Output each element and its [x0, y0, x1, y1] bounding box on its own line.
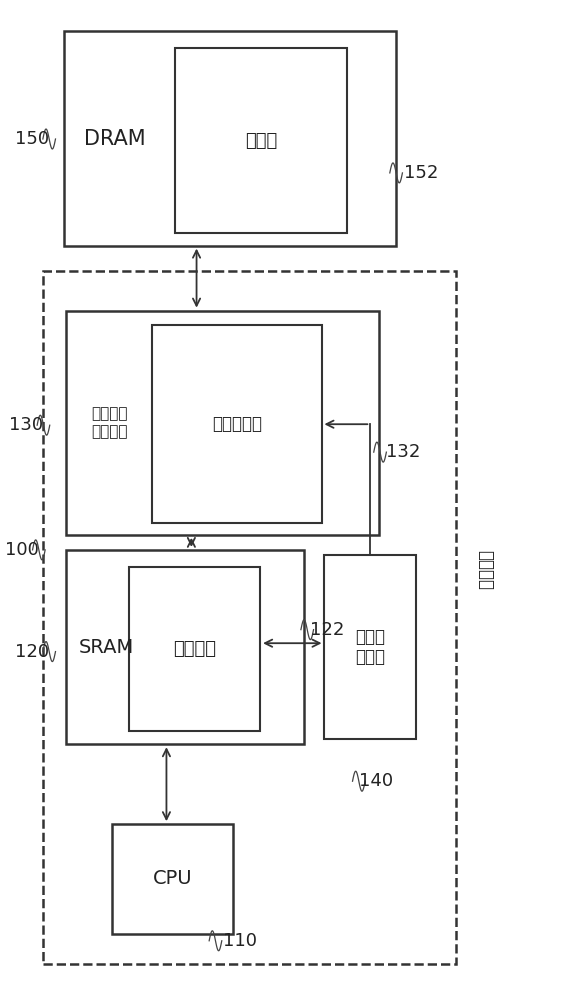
Text: 存储器
监视器: 存储器 监视器 [356, 628, 385, 666]
Bar [324, 555, 416, 739]
Text: 微控制器: 微控制器 [476, 550, 494, 590]
Text: 132: 132 [386, 443, 420, 461]
Text: 程序池: 程序池 [245, 132, 278, 150]
Bar [63, 31, 396, 246]
Text: CPU: CPU [153, 869, 192, 888]
Bar [112, 824, 232, 934]
Text: 120: 120 [15, 643, 49, 661]
Bar [44, 271, 456, 964]
Text: 110: 110 [223, 932, 257, 950]
Bar [130, 567, 260, 731]
Bar [175, 48, 347, 233]
Text: SRAM: SRAM [79, 638, 134, 657]
Text: 150: 150 [15, 130, 49, 148]
Bar [66, 550, 304, 744]
Bar [152, 325, 321, 523]
Text: 130: 130 [9, 416, 44, 434]
Text: 工作空间
管理单元: 工作空间 管理单元 [91, 407, 128, 439]
Text: 100: 100 [5, 541, 38, 559]
Text: 140: 140 [359, 772, 393, 790]
Text: DRAM: DRAM [84, 129, 146, 149]
Text: 122: 122 [310, 621, 345, 639]
Text: 工作空间: 工作空间 [173, 640, 216, 658]
Text: 动态加载器: 动态加载器 [212, 415, 262, 433]
Bar [66, 311, 379, 535]
Text: 152: 152 [404, 164, 438, 182]
